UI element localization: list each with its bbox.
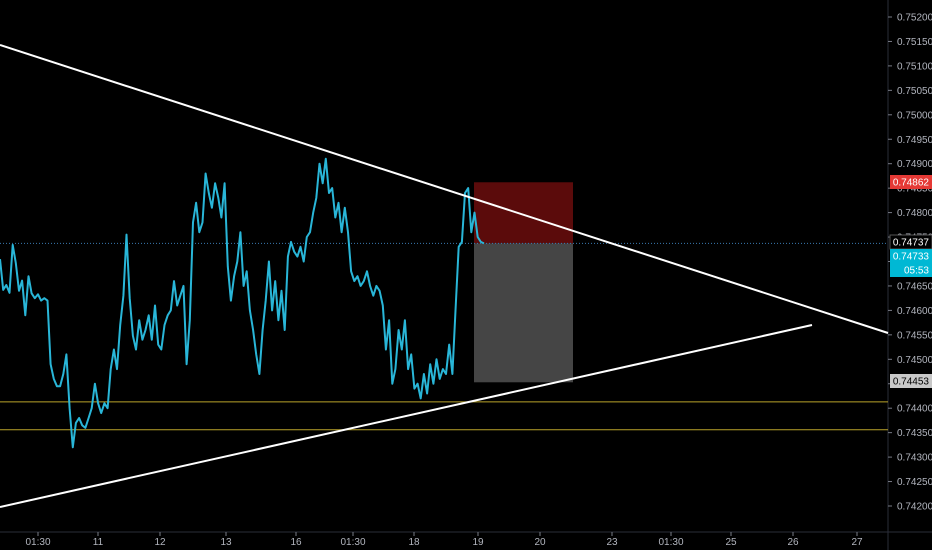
price-tag-label: 0.74862 — [893, 178, 930, 189]
y-tick-label: 0.74850 — [897, 184, 932, 195]
x-tick-label: 11 — [93, 537, 104, 548]
y-tick-label: 0.75150 — [897, 37, 932, 48]
price-tag-bg — [890, 249, 932, 263]
x-tick-label: 16 — [290, 537, 302, 548]
x-tick-label: 19 — [472, 537, 484, 548]
y-tick-label: 0.74500 — [897, 355, 932, 366]
x-tick-label: 13 — [220, 537, 232, 548]
y-tick-label: 0.74200 — [897, 502, 932, 513]
y-tick-label: 0.74600 — [897, 306, 932, 317]
x-tick-label: 26 — [787, 537, 799, 548]
x-tick-label: 20 — [534, 537, 546, 548]
price-tag-bg — [890, 175, 932, 189]
descending-trendline — [0, 44, 889, 334]
price-tag-bg — [890, 263, 932, 277]
x-tick-label: 12 — [154, 537, 166, 548]
x-tick-label: 25 — [725, 537, 737, 548]
x-tick-label: 18 — [408, 537, 420, 548]
y-tick-label: 0.75100 — [897, 61, 932, 72]
y-tick-label: 0.74250 — [897, 477, 932, 488]
y-tick-label: 0.74300 — [897, 453, 932, 464]
y-tick-label: 0.74400 — [897, 404, 932, 415]
x-tick-label: 01:30 — [340, 537, 365, 548]
price-tag: 0.74862 — [890, 175, 932, 189]
y-tick-label: 0.74900 — [897, 159, 932, 170]
price-tag: 0.74453 — [890, 374, 932, 388]
price-tag: 0.74737 — [889, 234, 932, 250]
x-tick-label: 27 — [851, 537, 863, 548]
y-tick-label: 0.74950 — [897, 135, 932, 146]
y-tick-label: 0.74650 — [897, 281, 932, 292]
y-tick-label: 0.75200 — [897, 13, 932, 24]
price-tag: 0.74733 — [890, 249, 932, 263]
x-tick-label: 23 — [606, 537, 618, 548]
y-tick-label: 0.74550 — [897, 330, 932, 341]
price-tag-label: 0.74733 — [893, 252, 930, 263]
take-profit-zone — [474, 243, 573, 383]
x-tick-label: 01:30 — [658, 537, 683, 548]
price-series-line — [0, 157, 485, 449]
ascending-trendline — [0, 324, 813, 508]
y-tick-label: 0.75050 — [897, 86, 932, 97]
price-tag-label: 0.74453 — [893, 377, 930, 388]
y-tick-label: 0.74800 — [897, 208, 932, 219]
y-tick-label: 0.75000 — [897, 110, 932, 121]
price-tag: 05:53 — [890, 263, 932, 277]
price-tag-label: 0.74737 — [893, 238, 930, 249]
x-tick-label: 01:30 — [25, 537, 50, 548]
stop-loss-zone — [474, 182, 573, 244]
price-tag-label: 05:53 — [904, 266, 929, 277]
y-tick-label: 0.74350 — [897, 428, 932, 439]
price-tag-bg — [890, 374, 932, 388]
